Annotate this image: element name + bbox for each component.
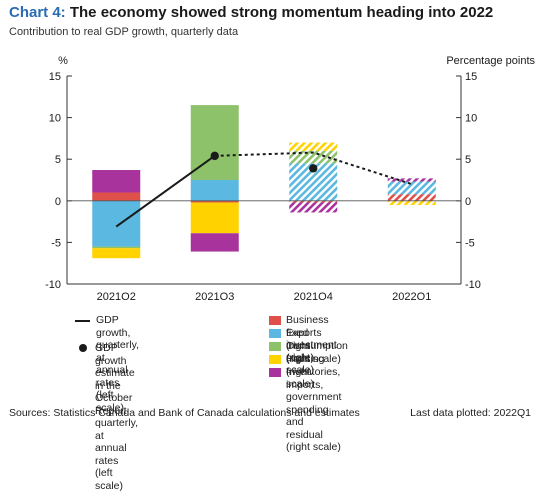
bar-segment xyxy=(190,200,239,203)
legend-item: GDP growth, quarterly, at annual rates (… xyxy=(75,314,139,414)
gdp-contribution-chart: % Percentage points -10 -10 -5 -5 0 0 5 5 10 10 15 15… xyxy=(45,55,535,300)
y-tick-label-right: -5 xyxy=(465,237,475,249)
legend-swatch xyxy=(269,355,281,364)
y-tick-label-right: -10 xyxy=(465,279,481,291)
bar-segment xyxy=(190,202,239,234)
y-tick-label-left: -10 xyxy=(45,279,61,291)
x-tick-label: 2021Q3 xyxy=(195,291,234,300)
bar-segment xyxy=(190,233,239,252)
legend-label: Housing (right scale) xyxy=(286,353,325,390)
legend-item: Consumption (right scale) xyxy=(269,340,348,365)
bar-segment xyxy=(92,248,141,259)
legend-swatch xyxy=(269,342,281,351)
legend-label: Consumption (right scale) xyxy=(286,340,348,365)
chart-title: Chart 4: The economy showed strong momen… xyxy=(9,4,493,21)
bar-segment xyxy=(92,246,141,249)
x-tick-label: 2021Q2 xyxy=(97,291,136,300)
legend-label: Exports (right scale) xyxy=(286,327,322,364)
gdp-growth-line-projected xyxy=(214,151,413,186)
legend-swatch xyxy=(269,316,281,325)
bar-segment xyxy=(289,202,338,213)
chart-subtitle: Contribution to real GDP growth, quarter… xyxy=(9,26,239,38)
legend-item: Business fixed investment (right scale) xyxy=(269,314,337,377)
bar-segment xyxy=(387,178,436,182)
legend-item: Housing (right scale) xyxy=(269,353,325,391)
bar-segment xyxy=(387,194,436,201)
bar-segment xyxy=(387,181,436,195)
y-tick-label-left: 5 xyxy=(55,154,61,166)
legend-line-marker xyxy=(75,320,90,322)
chart-number: Chart 4: xyxy=(9,4,66,21)
y-axis-left-unit: % xyxy=(58,55,68,67)
chart-title-text: The economy showed strong momentum headi… xyxy=(69,4,494,21)
y-tick-label-left: 15 xyxy=(49,71,61,83)
legend-swatch xyxy=(269,368,281,377)
bar-segment xyxy=(92,200,141,247)
x-tick-label: 2022Q1 xyxy=(392,291,431,300)
bar-segment xyxy=(92,192,141,201)
bar-segment xyxy=(289,150,338,164)
legend-swatch xyxy=(269,329,281,338)
gdp-estimate-dot xyxy=(309,164,318,173)
x-tick-label: 2021Q4 xyxy=(294,291,333,300)
y-tick-label-right: 0 xyxy=(465,196,471,208)
bar-segment xyxy=(289,142,338,151)
y-axis-right-unit: Percentage points xyxy=(446,55,535,67)
legend-dot-marker xyxy=(79,344,87,352)
footer-sources: Sources: Statistics Canada and Bank of C… xyxy=(9,407,360,419)
legend-label: GDP growth, quarterly, at annual rates (… xyxy=(96,314,139,414)
legend-item: Exports (right scale) xyxy=(269,327,322,365)
bar-segment xyxy=(387,200,436,205)
bar-segment xyxy=(190,180,239,201)
y-tick-label-right: 15 xyxy=(465,71,477,83)
y-tick-label-left: 0 xyxy=(55,196,61,208)
footer-last-data: Last data plotted: 2022Q1 xyxy=(410,407,531,419)
gdp-growth-point xyxy=(210,151,219,161)
y-tick-label-left: 10 xyxy=(49,113,61,125)
bar-segment xyxy=(92,170,141,193)
y-tick-label-left: -5 xyxy=(51,237,61,249)
bar-segment xyxy=(289,200,338,203)
legend-label: Business fixed investment (right scale) xyxy=(286,314,337,376)
y-tick-label-right: 10 xyxy=(465,113,477,125)
gdp-growth-line xyxy=(115,155,216,228)
y-tick-label-right: 5 xyxy=(465,154,471,166)
